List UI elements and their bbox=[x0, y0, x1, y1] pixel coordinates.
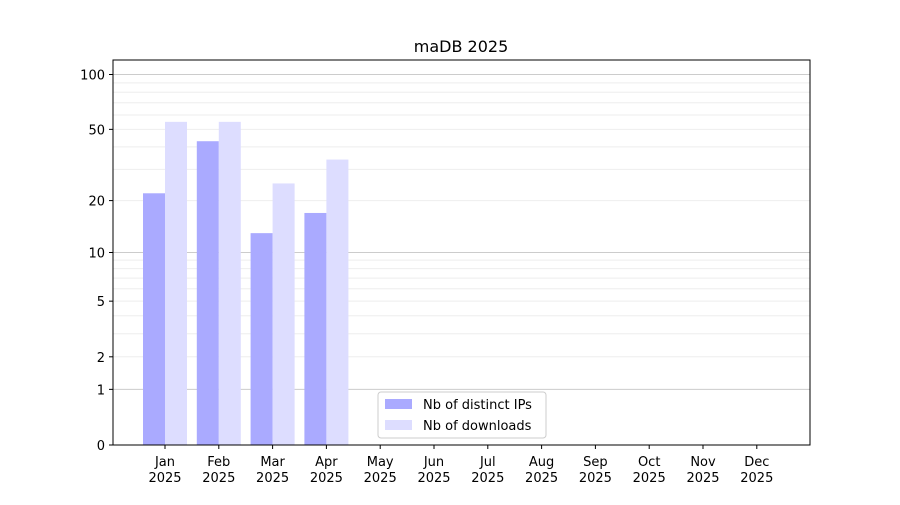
chart-title: maDB 2025 bbox=[414, 37, 509, 56]
legend-label: Nb of downloads bbox=[423, 419, 532, 434]
x-tick-label-month: Jun bbox=[423, 455, 444, 470]
y-tick-label: 2 bbox=[97, 351, 105, 366]
x-tick-label-year: 2025 bbox=[256, 471, 289, 486]
x-tick-label-year: 2025 bbox=[525, 471, 558, 486]
y-tick-label: 1 bbox=[97, 383, 105, 398]
y-tick-label: 50 bbox=[88, 123, 105, 138]
x-tick-label-month: Oct bbox=[638, 455, 660, 470]
x-tick-label-year: 2025 bbox=[417, 471, 450, 486]
bar-distinct-ips bbox=[196, 141, 219, 446]
x-tick-label-year: 2025 bbox=[686, 471, 719, 486]
axes: 0125102050100Jan2025Feb2025Mar2025Apr202… bbox=[80, 69, 773, 486]
legend-box bbox=[377, 391, 547, 439]
x-tick-label-year: 2025 bbox=[364, 471, 397, 486]
bar-distinct-ips bbox=[304, 212, 327, 445]
bar-distinct-ips bbox=[143, 193, 165, 445]
bar-downloads bbox=[326, 159, 349, 445]
x-tick-label-month: Nov bbox=[690, 455, 716, 470]
x-tick-label-month: Jul bbox=[479, 455, 496, 470]
legend-swatch bbox=[385, 399, 412, 409]
x-tick-label-month: Apr bbox=[315, 455, 338, 470]
x-tick-label-month: May bbox=[367, 455, 394, 470]
y-tick-label: 5 bbox=[97, 295, 105, 310]
bar-downloads bbox=[165, 121, 187, 445]
x-tick-label-month: Dec bbox=[744, 455, 769, 470]
x-tick-label-year: 2025 bbox=[310, 471, 343, 486]
bars bbox=[143, 121, 349, 446]
y-tick-label: 10 bbox=[88, 247, 105, 262]
legend: Nb of distinct IPs Nb of downloads bbox=[377, 391, 547, 439]
x-tick-label-year: 2025 bbox=[148, 471, 181, 486]
bar-downloads bbox=[272, 183, 295, 445]
y-tick-label: 0 bbox=[97, 439, 105, 454]
legend-swatch bbox=[385, 420, 412, 430]
x-tick-label-year: 2025 bbox=[633, 471, 666, 486]
legend-label: Nb of distinct IPs bbox=[423, 398, 532, 413]
x-tick-label-month: Aug bbox=[529, 455, 554, 470]
x-tick-label-month: Jan bbox=[154, 455, 175, 470]
x-tick-label-year: 2025 bbox=[202, 471, 235, 486]
x-tick-label-year: 2025 bbox=[740, 471, 773, 486]
y-tick-label: 100 bbox=[80, 69, 105, 84]
x-tick-label-year: 2025 bbox=[579, 471, 612, 486]
x-tick-label-month: Mar bbox=[260, 455, 285, 470]
x-tick-label-month: Feb bbox=[207, 455, 230, 470]
x-tick-label-month: Sep bbox=[583, 455, 608, 470]
bar-distinct-ips bbox=[250, 233, 273, 445]
x-tick-label-year: 2025 bbox=[471, 471, 504, 486]
bar-downloads bbox=[218, 121, 241, 445]
y-tick-label: 20 bbox=[88, 195, 105, 210]
